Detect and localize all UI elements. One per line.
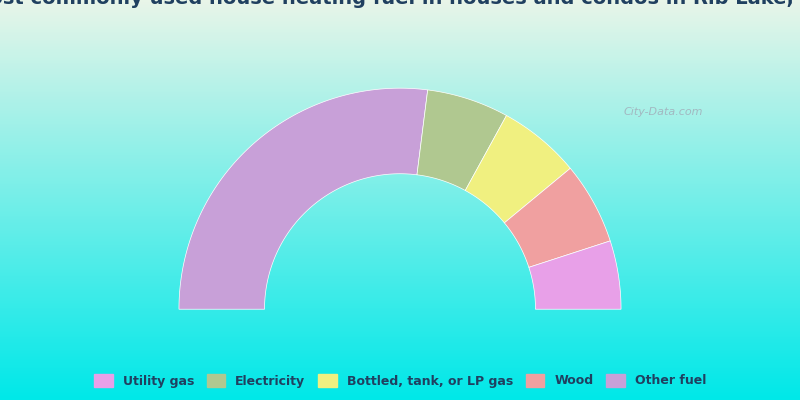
Polygon shape [466,116,570,223]
Polygon shape [417,90,506,190]
Title: Most commonly used house heating fuel in houses and condos in Rib Lake, WI: Most commonly used house heating fuel in… [0,0,800,8]
Polygon shape [179,88,428,309]
Polygon shape [529,241,621,309]
Polygon shape [504,168,610,267]
Legend: Utility gas, Electricity, Bottled, tank, or LP gas, Wood, Other fuel: Utility gas, Electricity, Bottled, tank,… [88,368,712,394]
Text: City-Data.com: City-Data.com [624,107,703,117]
